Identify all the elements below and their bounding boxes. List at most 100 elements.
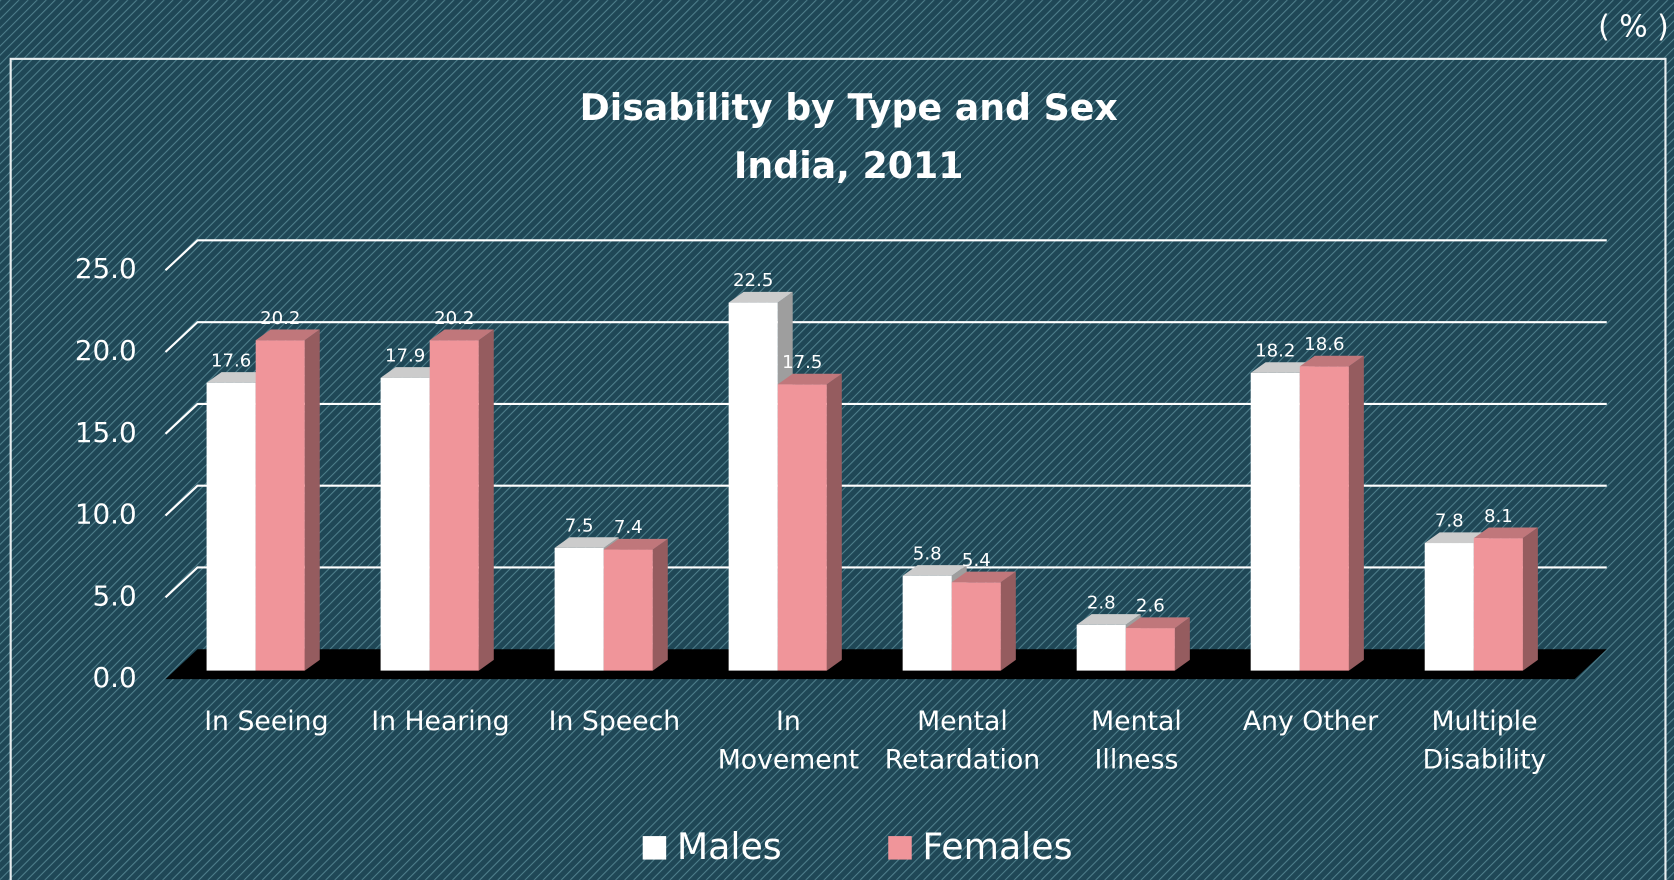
y-tick-label: 10.0 — [75, 498, 137, 531]
data-label: 7.4 — [614, 517, 643, 538]
bar-top — [1473, 527, 1538, 539]
bar-front — [429, 340, 479, 671]
x-tick-label-line: Any Other — [1243, 705, 1378, 736]
bar-top — [1299, 355, 1364, 367]
legend-label: Males — [677, 825, 782, 868]
bar — [603, 538, 668, 671]
bar-front — [554, 547, 604, 671]
data-label: 17.5 — [782, 352, 822, 373]
y-tick-label: 0.0 — [93, 661, 137, 694]
bar-top — [1076, 614, 1141, 625]
bar-front — [255, 340, 305, 671]
bar-front — [728, 302, 778, 671]
x-tick-label: Multiple Disability — [1423, 705, 1547, 774]
chart-title: Disability by Type and Sex — [580, 86, 1118, 129]
bar-top — [728, 291, 793, 303]
bar-front — [777, 384, 827, 671]
bar — [777, 373, 842, 671]
bar-top — [206, 372, 271, 383]
x-tick-label: In Speech — [549, 705, 681, 736]
data-label: 5.4 — [962, 550, 991, 571]
bar — [255, 329, 320, 671]
bar-front — [1125, 628, 1175, 671]
bar-top — [554, 537, 619, 548]
x-tick-label-line: Illness — [1095, 744, 1179, 775]
grid-line — [164, 239, 1607, 272]
legend-swatch — [642, 836, 667, 860]
x-tick-label-line: Disability — [1423, 744, 1547, 775]
bar-top — [429, 329, 494, 341]
bar-top — [603, 538, 668, 550]
data-label: 5.8 — [913, 543, 942, 564]
bar — [1125, 617, 1190, 671]
x-tick-label: Mental Retardation — [885, 705, 1041, 774]
x-tick-label-line: Retardation — [885, 744, 1041, 775]
bar-side — [1174, 617, 1190, 671]
data-label: 17.9 — [385, 345, 425, 366]
bar — [1473, 527, 1538, 671]
grid-line — [164, 484, 1607, 517]
data-label: 20.2 — [260, 308, 300, 329]
legend-label: Females — [922, 825, 1072, 868]
x-tick-label: In Seeing — [204, 705, 328, 736]
y-tick-label: 25.0 — [75, 252, 137, 285]
bar-side — [1348, 355, 1364, 671]
bar-side — [1000, 571, 1016, 671]
y-tick-label: 20.0 — [75, 334, 137, 367]
legend-swatch — [888, 836, 912, 860]
bar-side — [826, 373, 842, 671]
bar-front — [951, 582, 1001, 671]
y-tick-label: 5.0 — [93, 579, 137, 612]
x-tick-label: Mental Illness — [1091, 705, 1182, 774]
data-label: 2.8 — [1087, 592, 1116, 613]
grid-line — [164, 321, 1607, 353]
bar-front — [1473, 538, 1523, 671]
bar-front — [380, 377, 430, 671]
bar-top — [1125, 617, 1190, 629]
grid-line — [164, 402, 1607, 435]
x-tick-label-line: In Seeing — [204, 705, 328, 736]
x-tick-label-line: Movement — [718, 744, 859, 775]
data-label: 22.5 — [733, 270, 773, 291]
floor — [165, 649, 1607, 680]
bar — [1299, 355, 1364, 671]
bar-front — [1424, 543, 1474, 671]
bar-side — [478, 329, 494, 671]
y-tick-label: 15.0 — [75, 416, 137, 449]
chart-subtitle: India, 2011 — [734, 144, 964, 187]
bar-top — [255, 329, 320, 341]
bar-top — [380, 367, 445, 378]
x-tick-label-line: In Hearing — [371, 705, 509, 736]
bar-top — [1424, 532, 1489, 544]
bar-top — [777, 373, 842, 385]
bar-front — [902, 575, 952, 671]
bar-front — [1299, 366, 1349, 671]
x-tick-label: Any Other — [1243, 705, 1378, 736]
x-tick-label-line: Multiple — [1431, 705, 1537, 736]
bar — [429, 329, 494, 671]
data-label: 20.2 — [434, 308, 474, 329]
bar-top — [951, 571, 1016, 583]
data-label: 7.5 — [565, 516, 594, 537]
grid-line — [164, 566, 1607, 599]
bar-side — [304, 329, 320, 671]
x-tick-label-line: In — [776, 705, 801, 736]
bar — [951, 571, 1016, 671]
bar-side — [1522, 527, 1538, 671]
bar-front — [1250, 372, 1300, 671]
data-label: 8.1 — [1484, 506, 1513, 527]
bar-front — [206, 382, 256, 671]
x-tick-label: In Hearing — [371, 705, 509, 736]
data-label: 7.8 — [1435, 511, 1464, 532]
chart-border — [9, 57, 1667, 880]
bar-front — [1076, 624, 1126, 671]
data-label: 17.6 — [211, 350, 251, 371]
x-tick-label-line: Mental — [1091, 705, 1182, 736]
bar-top — [902, 565, 967, 576]
unit-note: ( % ) — [1598, 9, 1669, 44]
x-tick-label-line: In Speech — [549, 705, 681, 736]
bar-side — [652, 538, 668, 671]
data-label: 18.6 — [1304, 334, 1344, 355]
x-tick-label-line: Mental — [917, 705, 1008, 736]
